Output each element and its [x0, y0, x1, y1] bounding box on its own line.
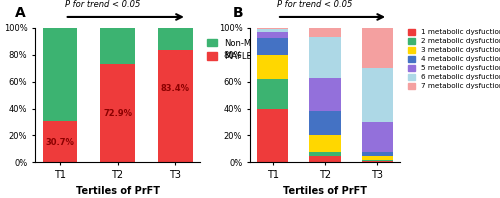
Bar	[310, 156, 340, 162]
Bar	[310, 78, 340, 111]
Bar	[257, 32, 288, 38]
Bar	[257, 79, 288, 109]
Bar	[310, 135, 340, 152]
Bar	[158, 50, 192, 162]
Bar	[310, 111, 340, 135]
Bar	[310, 152, 340, 156]
Bar	[362, 161, 393, 162]
Legend: Non-MAFLD, MAFLD: Non-MAFLD, MAFLD	[208, 39, 273, 61]
Text: P for trend < 0.05: P for trend < 0.05	[64, 0, 140, 9]
Text: 72.9%: 72.9%	[103, 109, 132, 118]
Text: A: A	[15, 6, 26, 20]
Bar	[257, 28, 288, 29]
X-axis label: Tertiles of PrFT: Tertiles of PrFT	[283, 186, 367, 196]
Bar	[257, 29, 288, 32]
Legend: 1 metabolic dysfuction, 2 metabolic dysfuctions, 3 metabolic dysfuctions, 4 meta: 1 metabolic dysfuction, 2 metabolic dysf…	[408, 29, 500, 89]
Bar	[362, 28, 393, 68]
Text: P for trend < 0.05: P for trend < 0.05	[277, 0, 352, 9]
Bar	[362, 122, 393, 152]
Bar	[310, 28, 340, 37]
Bar	[310, 37, 340, 78]
Bar	[42, 28, 77, 121]
Bar	[362, 152, 393, 156]
Bar	[100, 28, 135, 64]
Bar	[257, 38, 288, 55]
Bar	[257, 109, 288, 162]
Text: B: B	[232, 6, 243, 20]
Bar	[158, 28, 192, 50]
Text: 30.7%: 30.7%	[46, 138, 74, 147]
Bar	[362, 160, 393, 161]
Text: 83.4%: 83.4%	[160, 84, 190, 93]
Bar	[362, 68, 393, 122]
Bar	[257, 55, 288, 79]
Bar	[42, 121, 77, 162]
Bar	[100, 64, 135, 162]
X-axis label: Tertiles of PrFT: Tertiles of PrFT	[76, 186, 160, 196]
Bar	[362, 156, 393, 160]
